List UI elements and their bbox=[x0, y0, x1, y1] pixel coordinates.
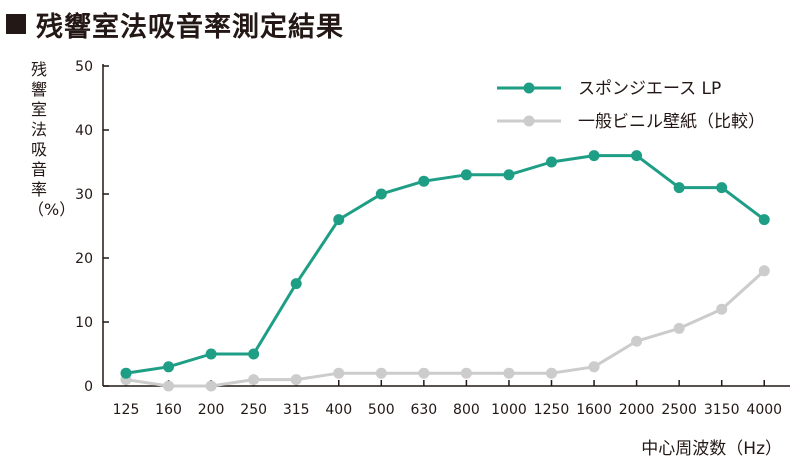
x-tick-label: 400 bbox=[325, 402, 352, 418]
data-point-series-1 bbox=[503, 169, 515, 181]
data-point-series-2 bbox=[418, 367, 430, 379]
x-tick-label: 1600 bbox=[576, 402, 612, 418]
legend-marker-series-2 bbox=[523, 115, 535, 127]
x-tick-label: 2500 bbox=[661, 402, 697, 418]
data-point-series-2 bbox=[375, 367, 387, 379]
x-tick-label: 500 bbox=[368, 402, 395, 418]
y-tick-label: 40 bbox=[75, 123, 93, 139]
x-tick-label: 200 bbox=[198, 402, 225, 418]
data-point-series-2 bbox=[588, 361, 600, 373]
y-tick-label: 20 bbox=[75, 251, 93, 267]
data-point-series-2 bbox=[758, 265, 770, 277]
data-point-series-1 bbox=[758, 214, 770, 226]
data-point-series-2 bbox=[205, 380, 217, 392]
x-tick-label: 1250 bbox=[534, 402, 570, 418]
data-point-series-1 bbox=[716, 182, 728, 194]
data-point-series-1 bbox=[163, 361, 175, 373]
data-point-series-2 bbox=[546, 367, 557, 379]
x-tick-label: 160 bbox=[155, 402, 182, 418]
title-square-icon bbox=[6, 14, 26, 34]
y-tick-label: 0 bbox=[84, 379, 93, 395]
data-point-series-2 bbox=[163, 380, 175, 392]
data-point-series-1 bbox=[418, 175, 430, 187]
x-tick-label: 2000 bbox=[619, 402, 655, 418]
x-tick-label: 1000 bbox=[491, 402, 527, 418]
data-point-series-2 bbox=[248, 374, 260, 386]
y-tick-label: 30 bbox=[75, 187, 93, 203]
series-line-1 bbox=[125, 154, 766, 375]
data-point-series-2 bbox=[631, 335, 643, 347]
legend-marker-series-1 bbox=[523, 82, 535, 94]
legend-label-series-2: 一般ビニル壁紙（比較） bbox=[578, 112, 765, 132]
title-row: 残響室法吸音率測定結果 bbox=[6, 6, 344, 43]
page-title: 残響室法吸音率測定結果 bbox=[36, 11, 344, 43]
data-point-series-1 bbox=[248, 348, 260, 360]
data-point-series-2 bbox=[716, 303, 728, 315]
x-tick-label: 800 bbox=[453, 402, 480, 418]
series-line-2 bbox=[125, 269, 766, 388]
data-point-series-1 bbox=[546, 156, 557, 168]
data-point-series-1 bbox=[631, 150, 643, 162]
data-point-series-2 bbox=[460, 367, 472, 379]
x-tick-label: 630 bbox=[410, 402, 437, 418]
x-tick-label: 125 bbox=[113, 402, 140, 418]
x-axis-label: 中心周波数（Hz） bbox=[641, 439, 782, 459]
data-point-series-2 bbox=[503, 367, 515, 379]
data-point-series-1 bbox=[333, 214, 345, 226]
x-tick-label: 250 bbox=[240, 402, 267, 418]
data-point-series-1 bbox=[460, 169, 472, 181]
data-point-series-1 bbox=[673, 182, 685, 194]
y-tick-label: 10 bbox=[75, 315, 93, 331]
data-point-series-1 bbox=[120, 367, 132, 379]
data-point-series-1 bbox=[375, 188, 387, 200]
legend-label-series-1: スポンジエース LP bbox=[578, 79, 721, 99]
x-tick-label: 315 bbox=[283, 402, 310, 418]
data-point-series-2 bbox=[673, 322, 685, 334]
x-tick-label: 4000 bbox=[746, 402, 782, 418]
data-point-series-2 bbox=[333, 367, 345, 379]
x-tick-label: 3150 bbox=[704, 402, 740, 418]
data-point-series-2 bbox=[290, 374, 302, 386]
data-point-series-1 bbox=[588, 150, 600, 162]
data-point-series-1 bbox=[290, 278, 302, 290]
data-point-series-1 bbox=[205, 348, 217, 360]
y-tick-label: 50 bbox=[75, 59, 93, 75]
